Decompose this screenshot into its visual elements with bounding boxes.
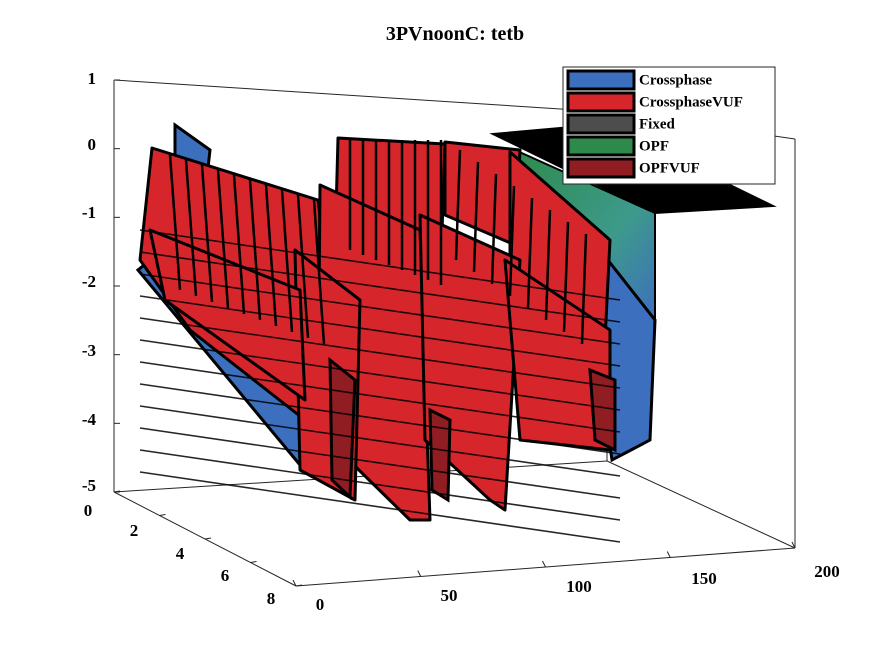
mesh-line bbox=[139, 427, 621, 499]
mesh-line bbox=[490, 173, 498, 285]
x-tick-labels: 0 50 100 150 200 bbox=[316, 562, 840, 614]
surface-layer bbox=[135, 122, 777, 543]
z-tick-label: -4 bbox=[82, 410, 97, 429]
y-tick bbox=[113, 490, 121, 493]
x-tick-label: 50 bbox=[441, 586, 458, 605]
opfvuf-surface bbox=[328, 356, 357, 501]
x-tick bbox=[292, 579, 297, 587]
mesh-line bbox=[184, 159, 198, 297]
mesh-line bbox=[280, 189, 294, 333]
y-tick bbox=[250, 561, 257, 563]
legend-label: Crossphase bbox=[639, 72, 712, 88]
z-tick-label: 1 bbox=[88, 69, 97, 88]
legend-swatch-opfvuf bbox=[566, 157, 636, 179]
legend-item: Crossphase bbox=[566, 69, 712, 91]
x-tick-label: 100 bbox=[566, 577, 592, 596]
floor-right-edge bbox=[606, 460, 796, 549]
mesh-line bbox=[544, 209, 552, 321]
mesh-line bbox=[139, 449, 621, 521]
mesh-line bbox=[200, 164, 214, 303]
mesh-line bbox=[139, 471, 621, 543]
chart-title: 3PVnoonC: tetb bbox=[386, 23, 524, 45]
legend-swatch-opf bbox=[566, 135, 636, 157]
mesh-line bbox=[312, 199, 326, 345]
z-tick-label: 0 bbox=[88, 135, 97, 154]
y-tick-label: 2 bbox=[130, 521, 139, 540]
back-floor-edge bbox=[113, 460, 608, 493]
y-tick-label: 8 bbox=[267, 589, 276, 608]
x-tick-label: 0 bbox=[316, 595, 325, 614]
mesh-line bbox=[248, 179, 262, 321]
legend: Crossphase CrossphaseVUF Fixed OPF OPFVU… bbox=[562, 66, 776, 185]
mesh-line bbox=[139, 383, 621, 455]
z-tick-label: -1 bbox=[82, 203, 96, 222]
opfvuf-surface bbox=[428, 407, 452, 503]
mesh-line bbox=[216, 169, 230, 309]
mesh-line bbox=[296, 194, 310, 339]
legend-label: OPFVUF bbox=[639, 160, 700, 176]
opfvuf-surface bbox=[588, 367, 617, 453]
y-tick-label: 0 bbox=[84, 501, 93, 520]
mesh-line bbox=[580, 233, 588, 345]
x-tick bbox=[791, 541, 796, 549]
legend-swatch-crossphase bbox=[566, 69, 636, 91]
legend-item: OPF bbox=[566, 135, 669, 157]
y-tick bbox=[204, 537, 212, 540]
x-tick bbox=[417, 570, 422, 577]
mesh-line bbox=[472, 161, 480, 273]
mesh-line bbox=[264, 184, 278, 327]
y-tick bbox=[159, 514, 166, 516]
x-tick-label: 200 bbox=[814, 562, 840, 581]
legend-item: Fixed bbox=[566, 113, 675, 135]
mesh-line bbox=[139, 317, 621, 389]
ticks-layer bbox=[113, 79, 796, 587]
legend-item: CrossphaseVUF bbox=[566, 91, 743, 113]
x-tick-label: 150 bbox=[691, 569, 717, 588]
legend-swatch-fixed bbox=[566, 113, 636, 135]
mesh-line bbox=[454, 149, 462, 261]
mesh-line bbox=[508, 185, 516, 297]
mesh-line bbox=[139, 251, 621, 323]
legend-label: CrossphaseVUF bbox=[639, 94, 743, 110]
x-tick bbox=[542, 560, 546, 568]
y-tick-labels: 0 2 4 6 8 bbox=[84, 501, 276, 608]
z-tick-labels: 1 0 -1 -2 -3 -4 -5 bbox=[82, 69, 97, 495]
mesh-line bbox=[526, 197, 534, 309]
mesh-line bbox=[139, 229, 621, 301]
legend-label: Fixed bbox=[639, 116, 675, 132]
mesh-line bbox=[139, 405, 621, 477]
legend-label: OPF bbox=[639, 138, 669, 154]
z-tick-label: -3 bbox=[82, 341, 96, 360]
mesh-line bbox=[139, 361, 621, 433]
crossphasevuf-surface bbox=[503, 258, 612, 452]
legend-item: OPFVUF bbox=[566, 157, 700, 179]
x-tick bbox=[666, 551, 671, 558]
z-tick-label: -2 bbox=[82, 272, 96, 291]
mesh-line bbox=[139, 295, 621, 367]
y-tick-label: 6 bbox=[221, 566, 230, 585]
mesh-line bbox=[139, 339, 621, 411]
y-tick-label: 4 bbox=[176, 544, 185, 563]
mesh-line bbox=[139, 273, 621, 345]
mesh-line bbox=[168, 154, 182, 291]
legend-swatch-crossphasevuf bbox=[566, 91, 636, 113]
back-top-edge bbox=[113, 79, 608, 113]
y-tick bbox=[295, 584, 303, 587]
z-tick-label: -5 bbox=[82, 476, 96, 495]
